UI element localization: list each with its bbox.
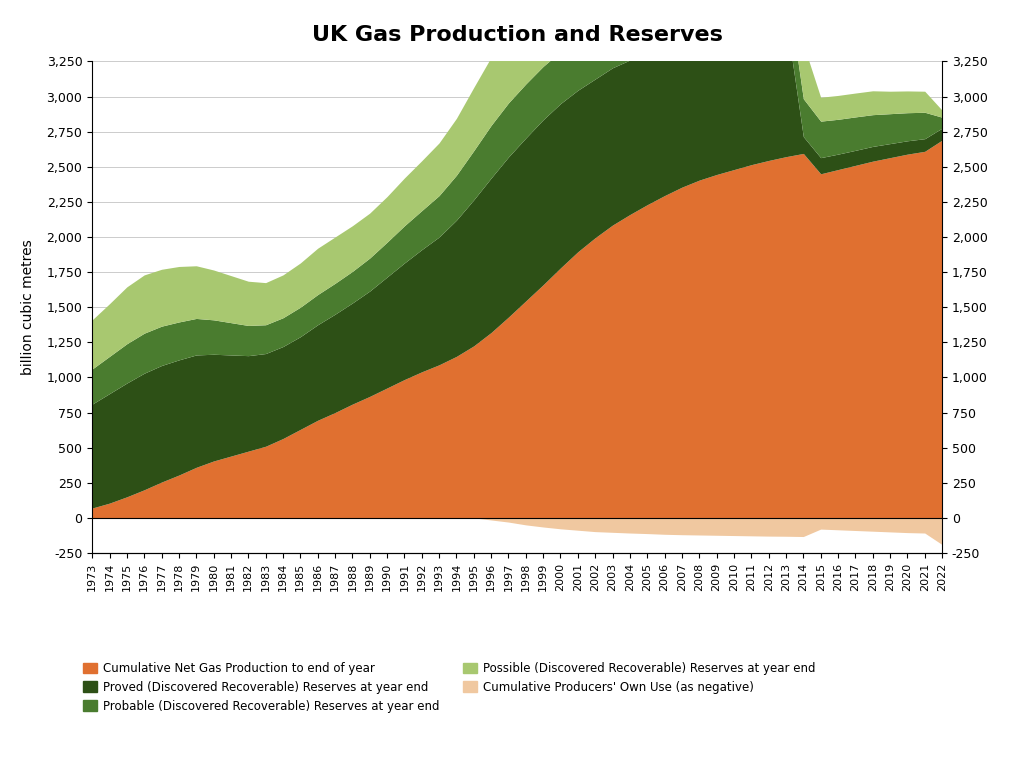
Legend: Cumulative Net Gas Production to end of year, Proved (Discovered Recoverable) Re: Cumulative Net Gas Production to end of …	[78, 657, 820, 717]
Title: UK Gas Production and Reserves: UK Gas Production and Reserves	[311, 25, 723, 45]
Y-axis label: billion cubic metres: billion cubic metres	[22, 240, 36, 375]
